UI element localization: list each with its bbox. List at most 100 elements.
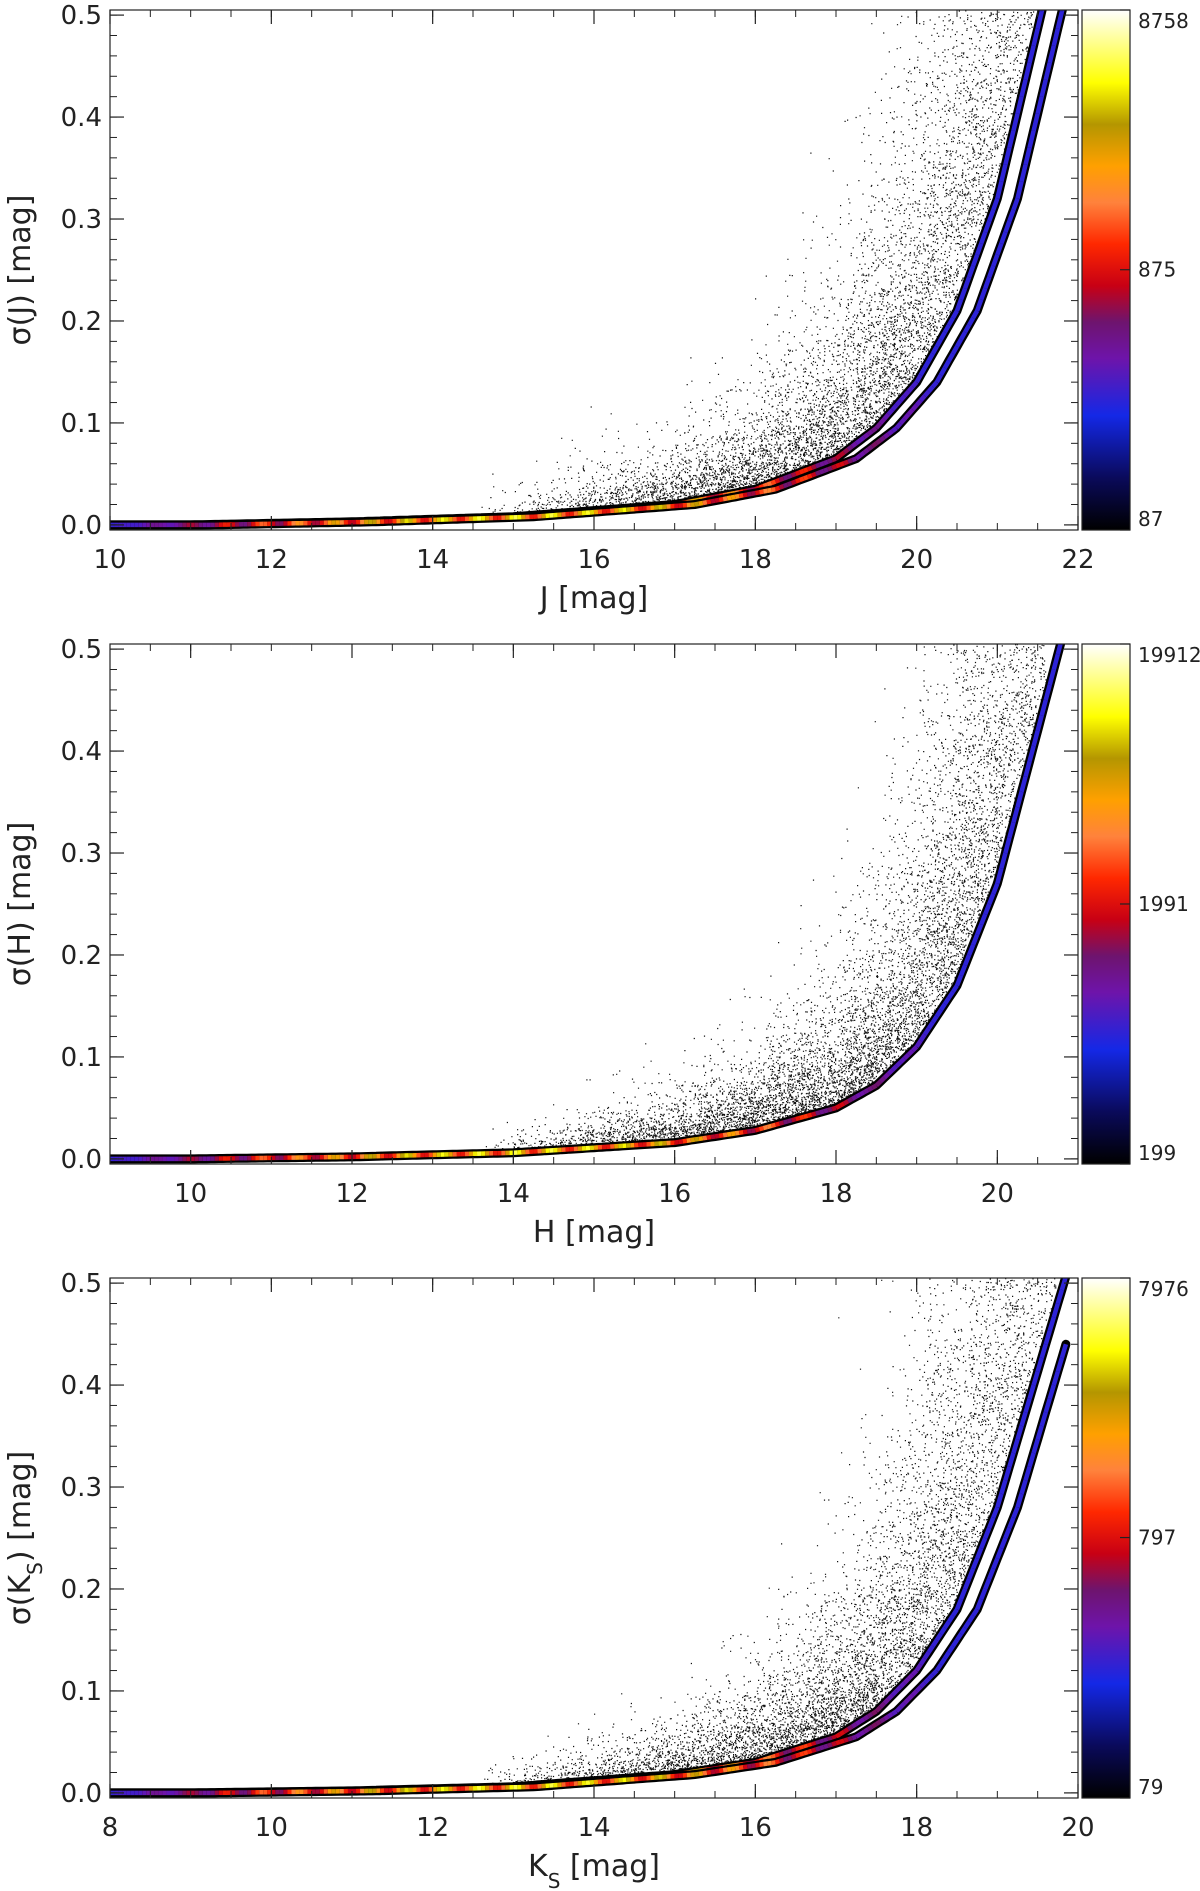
band-core [890,1064,899,1072]
band-core [819,1109,825,1115]
band-core [834,1103,842,1110]
band-core [898,1056,907,1064]
band-core [919,1681,927,1689]
band-envelope [110,644,1066,1164]
band-core [1019,164,1028,183]
band-core [883,432,890,440]
y-tick-label: 0.3 [61,205,102,235]
band-core [710,1769,716,1775]
band-core [1023,1398,1032,1413]
band-core [718,1768,724,1774]
band-core [882,412,891,421]
x-tick-label: 12 [255,545,288,575]
band-core [862,447,870,455]
band-core [987,1516,996,1529]
band-core [742,492,748,498]
band-core [738,1764,744,1771]
band-core [819,1738,825,1745]
y-tick-label: 0.0 [61,511,102,541]
band-core [1035,1357,1044,1373]
band-core [782,482,789,489]
band-core [702,500,708,506]
x-tick-label: 16 [577,545,610,575]
band-core [867,1711,874,1719]
band-core [702,1770,708,1776]
band-core [938,331,947,341]
band-core [1015,96,1024,115]
band-core [1007,130,1016,149]
band-core [995,181,1004,200]
band-core [815,1746,821,1752]
band-core [803,1113,809,1120]
band-core [734,1765,740,1771]
band-core [1015,1425,1024,1441]
band-core [746,1128,752,1134]
band-core [750,1128,756,1134]
band-core [910,403,919,412]
band-core [951,1638,959,1648]
colorbar-tick-label: 875 [1138,258,1176,282]
band-core [959,331,968,341]
band-core [886,1068,895,1076]
x-axis-label: KS [mag] [528,1849,660,1891]
band-core [987,892,996,905]
band-core [907,1048,915,1057]
band-core [1027,1452,1036,1468]
y-tick-label: 0.1 [61,409,102,439]
band-core [951,309,959,320]
band-core [859,1090,866,1097]
band-core [1031,730,1040,747]
band-core [847,1096,854,1104]
band-core [1031,28,1040,47]
band-core [710,498,716,504]
band-core [938,366,947,377]
band-core [839,461,845,467]
band-core [878,1076,886,1084]
band-core [811,464,817,470]
band-core [1043,684,1052,701]
band-core [774,1121,781,1127]
band-core [850,441,858,449]
band-core [690,1137,696,1143]
band-core [678,1139,684,1145]
band-core [823,1737,829,1743]
band-core [1055,1357,1065,1373]
band-core [866,429,874,436]
band-core [934,1008,943,1018]
band-core [991,1557,1000,1570]
band-core [686,1137,692,1143]
band-core [971,933,980,946]
band-core [971,1557,980,1570]
band-core [1007,821,1016,839]
band-core [911,1045,919,1053]
band-core [918,1657,927,1666]
band-core [838,1729,846,1737]
x-tick-label: 18 [900,1813,933,1843]
band-core [943,996,951,1006]
band-core [1011,1438,1020,1454]
band-core [979,1537,988,1550]
band-core [778,1120,785,1126]
band-envelope [110,1278,1071,1798]
band-core [947,1644,955,1654]
band-core [823,1107,829,1114]
band-core [815,470,821,477]
band-core [1051,28,1061,47]
plot-frame [109,1277,1079,1799]
band-core [983,903,992,916]
band-core [702,1135,708,1141]
band-core [847,458,853,464]
band-core [891,1709,898,1716]
band-core [834,1732,842,1739]
band-core [758,484,765,490]
band-core [971,309,980,320]
band-core [1015,181,1024,200]
plot-area [110,1278,1071,1798]
band-core [1011,197,1020,211]
band-core [738,1129,744,1136]
band-core [694,1771,700,1777]
band-core [927,1673,935,1681]
band-core [1011,806,1020,824]
band-core [674,1139,680,1145]
y-tick-label: 0.2 [61,1575,102,1605]
